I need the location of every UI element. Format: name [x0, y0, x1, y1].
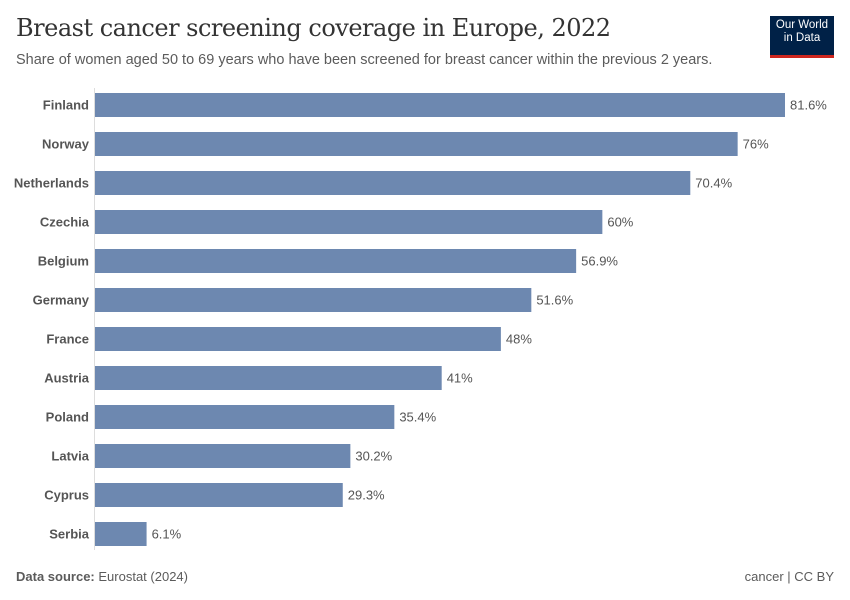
category-label: France	[46, 332, 89, 347]
category-label: Latvia	[51, 449, 89, 464]
data-label: 41%	[447, 371, 473, 386]
source-label: Data source:	[16, 569, 95, 584]
data-source: Data source: Eurostat (2024)	[16, 569, 188, 584]
data-label: 60%	[607, 215, 633, 230]
category-label: Finland	[43, 98, 89, 113]
category-label: Belgium	[38, 254, 89, 269]
category-label: Norway	[42, 137, 90, 152]
category-label: Cyprus	[44, 488, 89, 503]
chart-subtitle: Share of women aged 50 to 69 years who h…	[16, 52, 713, 68]
bar	[95, 522, 147, 546]
data-label: 48%	[506, 332, 532, 347]
category-label: Czechia	[40, 215, 90, 230]
bar	[95, 444, 351, 468]
category-label: Germany	[33, 293, 90, 308]
category-label: Poland	[46, 410, 89, 425]
bar	[95, 171, 691, 195]
data-label: 51.6%	[536, 293, 573, 308]
logo-line-2: in Data	[783, 32, 821, 44]
category-label: Austria	[44, 371, 90, 386]
bar	[95, 249, 577, 273]
data-label: 30.2%	[355, 449, 392, 464]
data-label: 76%	[743, 137, 769, 152]
data-label: 56.9%	[581, 254, 618, 269]
category-label: Serbia	[49, 527, 90, 542]
bar	[95, 210, 603, 234]
license[interactable]: cancer | CC BY	[744, 569, 834, 584]
bar	[95, 405, 395, 429]
bar	[95, 288, 532, 312]
category-label: Netherlands	[14, 176, 89, 191]
source-link[interactable]: Eurostat (2024)	[98, 569, 188, 584]
data-label: 70.4%	[695, 176, 732, 191]
logo-line-1: Our World	[775, 19, 829, 31]
bar	[95, 483, 343, 507]
bar	[95, 132, 738, 156]
data-label: 35.4%	[399, 410, 436, 425]
data-label: 29.3%	[348, 488, 385, 503]
bar	[95, 93, 785, 117]
owid-logo[interactable]: Our World in Data	[770, 16, 834, 58]
data-label: 81.6%	[790, 98, 827, 113]
data-label: 6.1%	[152, 527, 182, 542]
bar	[95, 327, 501, 351]
chart-title: Breast cancer screening coverage in Euro…	[16, 14, 611, 42]
bar	[95, 366, 442, 390]
